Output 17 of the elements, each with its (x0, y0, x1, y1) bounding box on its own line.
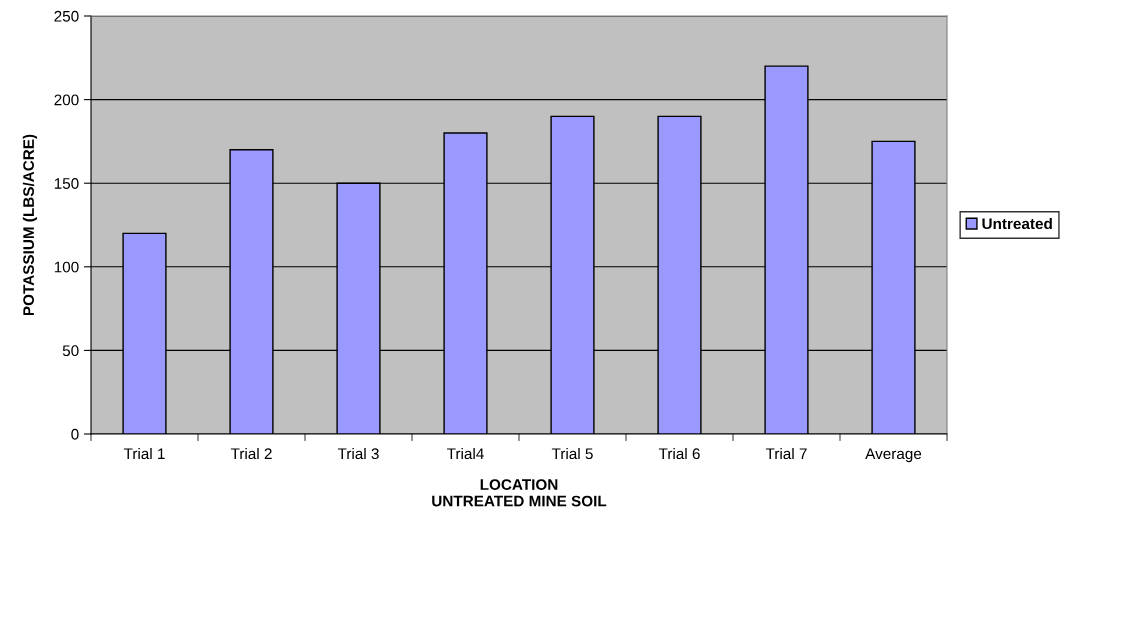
x-tick-label: Trial4 (447, 447, 484, 460)
x-tick-label: Trial 5 (551, 447, 593, 460)
x-tick-label: Trial 1 (123, 447, 165, 460)
y-tick-label: 250 (54, 10, 79, 22)
x-tick-label: Trial 6 (658, 447, 700, 460)
x-tick-label: Trial 2 (230, 447, 272, 460)
y-tick-label: 150 (54, 178, 79, 189)
x-axis-title: LOCATION UNTREATED MINE SOIL (432, 479, 607, 507)
y-tick-label: 200 (54, 94, 79, 106)
x-tick-label: Trial 3 (337, 447, 379, 460)
x-tick-label: Average (865, 448, 922, 463)
y-tick-label: 50 (62, 345, 79, 357)
legend-label: Untreated (982, 217, 1052, 230)
x-tick-label: Trial 7 (765, 447, 807, 460)
y-axis-title: POTASSIUM (LBS/ACRE) (22, 134, 38, 316)
y-tick-label: 0 (71, 428, 79, 440)
y-tick-label: 100 (54, 261, 79, 273)
